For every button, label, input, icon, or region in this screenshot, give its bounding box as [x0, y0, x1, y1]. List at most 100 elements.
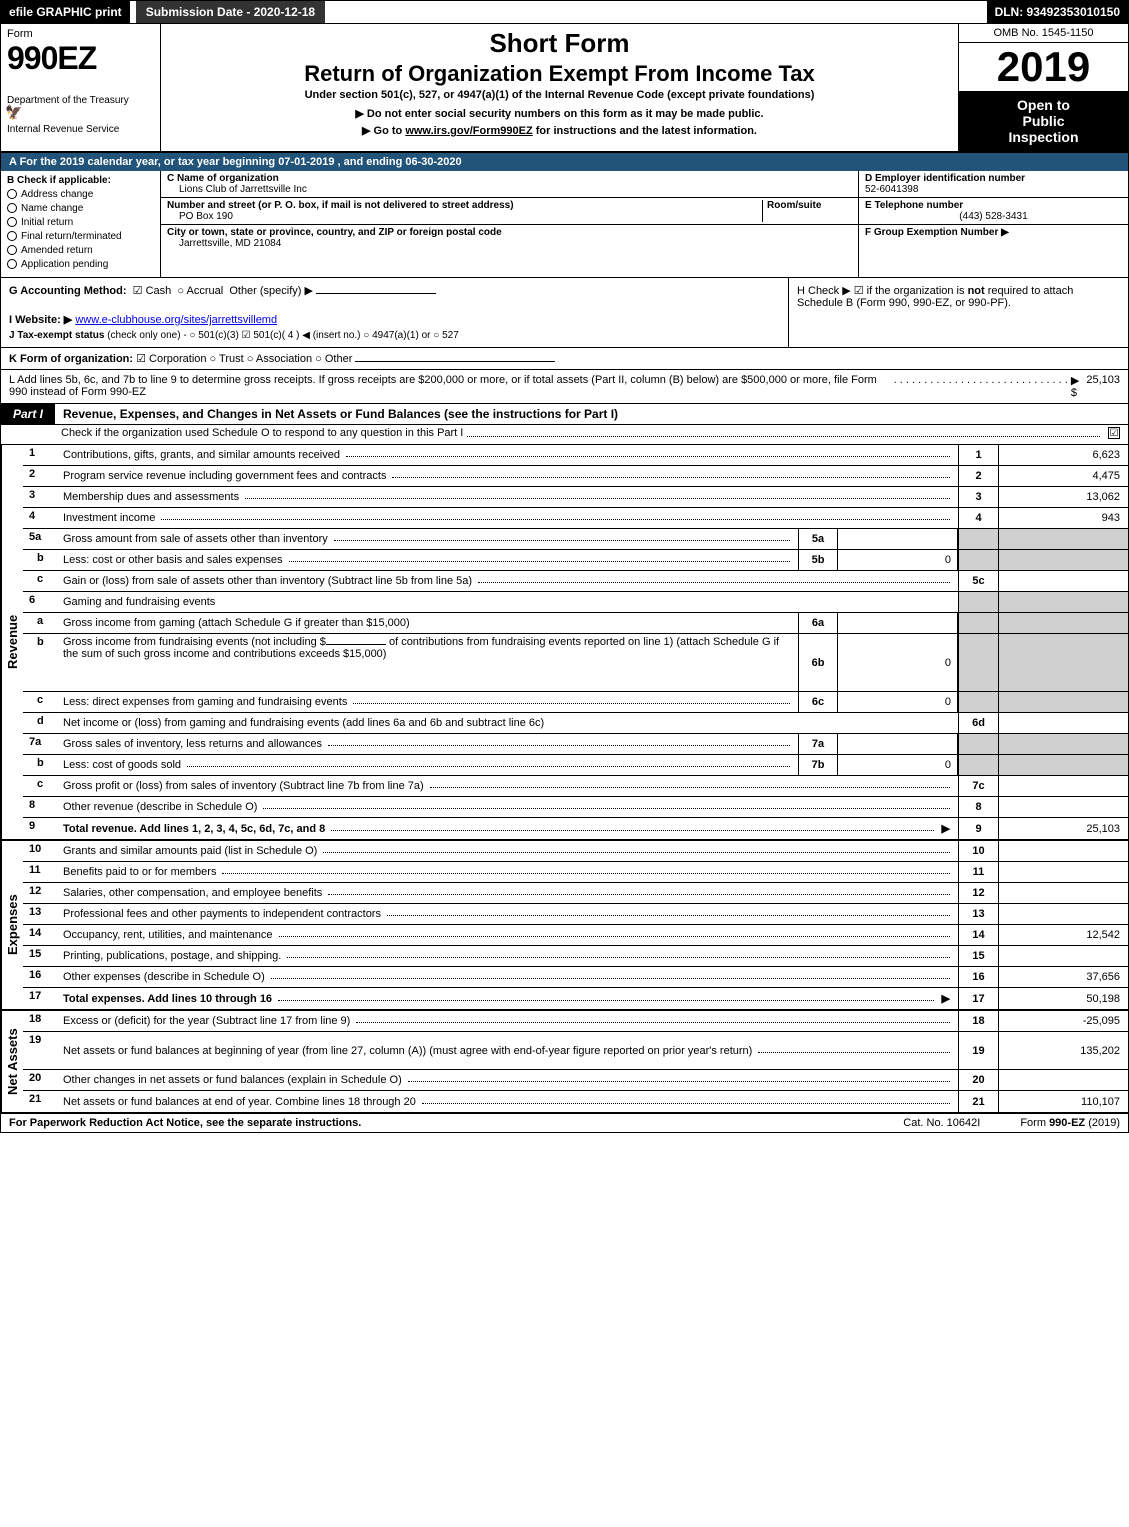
street-label: Number and street (or P. O. box, if mail… — [167, 200, 514, 211]
chk-initial-return[interactable]: Initial return — [7, 217, 154, 228]
topbar: efile GRAPHIC print Submission Date - 20… — [1, 1, 1128, 24]
line-7a: 7a Gross sales of inventory, less return… — [23, 734, 1128, 755]
h-text1: H Check ▶ ☑ if the organization is — [797, 285, 968, 297]
tax-year: 2019 — [959, 43, 1128, 91]
j-options: (check only one) - ○ 501(c)(3) ☑ 501(c)(… — [107, 330, 459, 341]
k-options: ☑ Corporation ○ Trust ○ Association ○ Ot… — [136, 353, 352, 365]
line-20: 20 Other changes in net assets or fund b… — [23, 1070, 1128, 1091]
line-17: 17 Total expenses. Add lines 10 through … — [23, 988, 1128, 1009]
h-schedule-b: H Check ▶ ☑ if the organization is not r… — [788, 278, 1128, 347]
part1-sub: Check if the organization used Schedule … — [1, 425, 1128, 445]
paperwork-notice: For Paperwork Reduction Act Notice, see … — [9, 1117, 863, 1129]
line-3-value: 13,062 — [998, 487, 1128, 507]
line-10-value — [998, 841, 1128, 861]
open-line2: Public — [963, 113, 1124, 129]
line-5c-value — [998, 571, 1128, 591]
line-1-value: 6,623 — [998, 445, 1128, 465]
phone-row: E Telephone number (443) 528-3431 — [859, 198, 1128, 225]
open-line1: Open to — [963, 97, 1124, 113]
accrual-checkbox[interactable]: ○ — [177, 285, 184, 297]
line-5c: c Gain or (loss) from sale of assets oth… — [23, 571, 1128, 592]
phone-value: (443) 528-3431 — [865, 211, 1122, 222]
line-15-value — [998, 946, 1128, 966]
website-link[interactable]: www.e-clubhouse.org/sites/jarrettsvillem… — [75, 314, 277, 326]
chk-name-change[interactable]: Name change — [7, 203, 154, 214]
cash-checkbox[interactable]: ☑ — [133, 285, 143, 297]
netassets-side-label: Net Assets — [1, 1011, 23, 1112]
line-15: 15 Printing, publications, postage, and … — [23, 946, 1128, 967]
line-6a-value — [838, 613, 958, 633]
k-row: K Form of organization: ☑ Corporation ○ … — [1, 348, 1128, 370]
topbar-spacer — [325, 1, 986, 23]
line-8-value — [998, 797, 1128, 817]
6b-contrib-input[interactable] — [326, 644, 386, 645]
chk-address-change[interactable]: Address change — [7, 189, 154, 200]
col-c-org-info: C Name of organization Lions Club of Jar… — [161, 171, 858, 277]
line-7b-value: 0 — [838, 755, 958, 775]
chk-final-return[interactable]: Final return/terminated — [7, 231, 154, 242]
ein-value: 52-6041398 — [865, 184, 1122, 195]
h-not: not — [968, 285, 985, 297]
g-label: G Accounting Method: — [9, 285, 127, 297]
irs-link[interactable]: www.irs.gov/Form990EZ — [405, 125, 532, 137]
city-row: City or town, state or province, country… — [161, 225, 858, 251]
efile-print-button[interactable]: efile GRAPHIC print — [1, 1, 130, 23]
open-to-public: Open to Public Inspection — [959, 91, 1128, 151]
street-row: Number and street (or P. O. box, if mail… — [161, 198, 858, 225]
line-1: 1 Contributions, gifts, grants, and simi… — [23, 445, 1128, 466]
i-label: I Website: ▶ — [9, 314, 72, 326]
line-4: 4 Investment income 4 943 — [23, 508, 1128, 529]
line-2-value: 4,475 — [998, 466, 1128, 486]
line-5b: b Less: cost or other basis and sales ex… — [23, 550, 1128, 571]
line-18: 18 Excess or (deficit) for the year (Sub… — [23, 1011, 1128, 1032]
line-9: 9 Total revenue. Add lines 1, 2, 3, 4, 5… — [23, 818, 1128, 839]
part1-sub-text: Check if the organization used Schedule … — [61, 427, 463, 440]
line-6d-value — [998, 713, 1128, 733]
city-value: Jarrettsville, MD 21084 — [167, 238, 852, 249]
line-6b: b Gross income from fundraising events (… — [23, 634, 1128, 692]
line-12: 12 Salaries, other compensation, and emp… — [23, 883, 1128, 904]
revenue-side-label: Revenue — [1, 445, 23, 839]
b-label: B Check if applicable: — [7, 175, 154, 186]
line-9-value: 25,103 — [998, 818, 1128, 839]
arrow-icon: ▶ — [938, 992, 954, 1005]
chk-amended[interactable]: Amended return — [7, 245, 154, 256]
goto-line: ▶ Go to www.irs.gov/Form990EZ for instru… — [171, 124, 948, 137]
submission-date-button[interactable]: Submission Date - 2020-12-18 — [136, 1, 325, 23]
room-label: Room/suite — [767, 200, 821, 211]
header-left: Form 990EZ 🦅 Department of the Treasury … — [1, 24, 161, 151]
line-17-value: 50,198 — [998, 988, 1128, 1009]
line-19: 19 Net assets or fund balances at beginn… — [23, 1032, 1128, 1070]
line-19-value: 135,202 — [998, 1032, 1128, 1069]
short-form-title: Short Form — [171, 28, 948, 59]
org-name: Lions Club of Jarrettsville Inc — [167, 184, 852, 195]
line-7b: b Less: cost of goods sold 7b 0 — [23, 755, 1128, 776]
expenses-lines: 10 Grants and similar amounts paid (list… — [23, 841, 1128, 1009]
form-word: Form — [7, 28, 154, 40]
line-21: 21 Net assets or fund balances at end of… — [23, 1091, 1128, 1112]
line-5a-value — [838, 529, 958, 549]
line-6d: d Net income or (loss) from gaming and f… — [23, 713, 1128, 734]
expenses-side-label: Expenses — [1, 841, 23, 1009]
other-specify-input[interactable] — [316, 293, 436, 294]
k-other-input[interactable] — [355, 361, 555, 362]
arrow-icon: ▶ — [938, 822, 954, 835]
netassets-lines: 18 Excess or (deficit) for the year (Sub… — [23, 1011, 1128, 1112]
line-5b-value: 0 — [838, 550, 958, 570]
part1-tag: Part I — [1, 404, 55, 424]
line-11-value — [998, 862, 1128, 882]
l-amount: 25,103 — [1086, 374, 1120, 399]
street-value: PO Box 190 — [167, 211, 233, 222]
part1-schedule-o-checkbox[interactable]: ☑ — [1108, 427, 1120, 439]
form-ref: Form 990-EZ (2019) — [1020, 1117, 1120, 1129]
return-title: Return of Organization Exempt From Incom… — [171, 61, 948, 87]
header-center: Short Form Return of Organization Exempt… — [161, 24, 958, 151]
part1-title: Revenue, Expenses, and Changes in Net As… — [55, 404, 626, 424]
cat-no: Cat. No. 10642I — [863, 1117, 1020, 1129]
chk-app-pending[interactable]: Application pending — [7, 259, 154, 270]
e-label: E Telephone number — [865, 200, 1122, 211]
expenses-section: Expenses 10 Grants and similar amounts p… — [1, 841, 1128, 1011]
line-20-value — [998, 1070, 1128, 1090]
group-exemption-row: F Group Exemption Number ▶ — [859, 225, 1128, 240]
line-4-value: 943 — [998, 508, 1128, 528]
